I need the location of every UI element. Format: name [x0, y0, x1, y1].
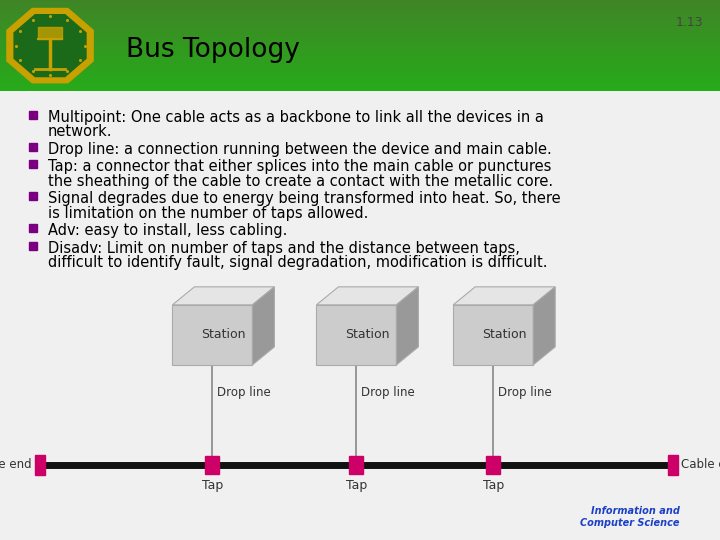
FancyBboxPatch shape [349, 456, 364, 474]
Text: Cable end: Cable end [681, 458, 720, 471]
Polygon shape [453, 287, 555, 305]
Polygon shape [316, 287, 418, 305]
Text: Drop line: Drop line [217, 386, 271, 399]
Text: Cable end: Cable end [0, 458, 32, 471]
Text: Signal degrades due to energy being transformed into heat. So, there: Signal degrades due to energy being tran… [48, 191, 561, 206]
Text: network.: network. [48, 124, 112, 139]
FancyBboxPatch shape [29, 160, 37, 168]
FancyBboxPatch shape [668, 455, 678, 475]
Polygon shape [534, 287, 555, 365]
Text: Drop line: Drop line [361, 386, 415, 399]
Text: Station: Station [201, 328, 246, 341]
FancyBboxPatch shape [316, 305, 397, 365]
Text: Tap: a connector that either splices into the main cable or punctures: Tap: a connector that either splices int… [48, 159, 552, 174]
Text: Tap: Tap [202, 479, 223, 492]
Text: Station: Station [345, 328, 390, 341]
Text: Station: Station [482, 328, 526, 341]
FancyBboxPatch shape [35, 455, 45, 475]
Text: Drop line: Drop line [498, 386, 552, 399]
Text: the sheathing of the cable to create a contact with the metallic core.: the sheathing of the cable to create a c… [48, 174, 553, 189]
FancyBboxPatch shape [29, 143, 37, 151]
Polygon shape [7, 9, 93, 83]
Text: Tap: Tap [482, 479, 504, 492]
FancyBboxPatch shape [29, 111, 37, 119]
FancyBboxPatch shape [453, 305, 534, 365]
Polygon shape [172, 287, 274, 305]
Polygon shape [14, 15, 86, 77]
Text: is limitation on the number of taps allowed.: is limitation on the number of taps allo… [48, 206, 369, 221]
FancyBboxPatch shape [486, 456, 500, 474]
FancyBboxPatch shape [205, 456, 220, 474]
Text: Drop line: a connection running between the device and main cable.: Drop line: a connection running between … [48, 142, 552, 157]
FancyBboxPatch shape [29, 242, 37, 250]
Polygon shape [253, 287, 274, 365]
Text: Disadv: Limit on number of taps and the distance between taps,: Disadv: Limit on number of taps and the … [48, 241, 520, 256]
Text: Adv: easy to install, less cabling.: Adv: easy to install, less cabling. [48, 224, 287, 238]
Text: 1.13: 1.13 [676, 16, 703, 29]
FancyBboxPatch shape [29, 192, 37, 200]
Text: Bus Topology: Bus Topology [126, 37, 300, 63]
Text: Multipoint: One cable acts as a backbone to link all the devices in a: Multipoint: One cable acts as a backbone… [48, 110, 544, 125]
FancyBboxPatch shape [29, 224, 37, 232]
FancyBboxPatch shape [172, 305, 253, 365]
Polygon shape [397, 287, 418, 365]
Text: Information and
Computer Science: Information and Computer Science [580, 507, 680, 528]
Text: Tap: Tap [346, 479, 367, 492]
Text: difficult to identify fault, signal degradation, modification is difficult.: difficult to identify fault, signal degr… [48, 255, 547, 271]
